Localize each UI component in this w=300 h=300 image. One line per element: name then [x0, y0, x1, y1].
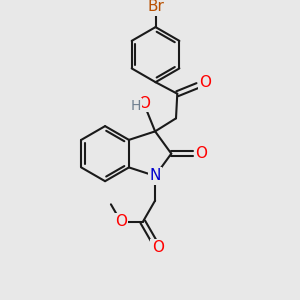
- Text: O: O: [115, 214, 127, 230]
- Text: O: O: [195, 146, 207, 161]
- Text: O: O: [199, 75, 211, 90]
- Text: O: O: [152, 240, 164, 255]
- Text: O: O: [138, 96, 150, 111]
- Text: H: H: [131, 99, 141, 113]
- Text: Br: Br: [147, 0, 164, 14]
- Text: N: N: [149, 168, 161, 183]
